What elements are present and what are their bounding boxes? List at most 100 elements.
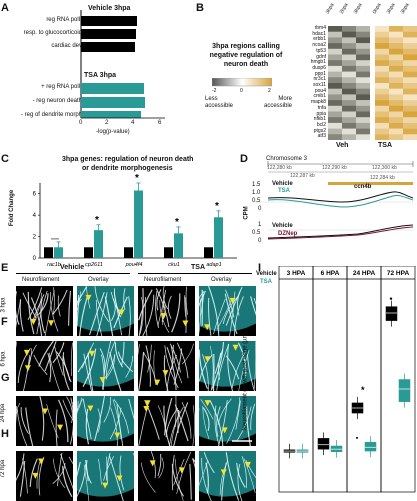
box-tsa [399, 380, 410, 402]
bar-veh-2 [81, 29, 136, 39]
panel-d-bot-tick-2: 0.5 [252, 230, 260, 236]
neurite [59, 400, 68, 442]
heatmap-cell [328, 37, 342, 43]
heatmap-col-label: 3hpa [326, 3, 336, 15]
heatmap-cell [342, 32, 356, 38]
heatmap-cell [356, 112, 370, 118]
heatmap-cell [389, 94, 403, 100]
overlay-image [77, 396, 134, 446]
coord-mid: 122,290 kb [322, 166, 347, 171]
heatmap-cell [403, 129, 417, 135]
heatmap-cell [389, 112, 403, 118]
heatmap-cell [375, 60, 389, 66]
heatmap-cell [389, 77, 403, 83]
heatmap-cell [356, 106, 370, 112]
heatmap-cell [375, 112, 389, 118]
heatmap-cell [342, 89, 356, 95]
gene-label: adap1 [206, 262, 221, 268]
heatmap-cell [403, 83, 417, 89]
heatmap-cell [403, 117, 417, 123]
neurofilament-image [16, 341, 73, 391]
tissue-region [77, 286, 134, 332]
neurite [34, 355, 47, 375]
heatmap-cell [356, 129, 370, 135]
significance-star: * [215, 201, 219, 212]
heatmap-cell [356, 43, 370, 49]
panel-c-title-1: 3hpa genes: regulation of neuron death [62, 156, 193, 163]
panel-b-title: 3hpa regions calling negative regulation… [198, 42, 294, 69]
panel-a-term-3: cardiac dev [51, 43, 82, 49]
neurite [177, 343, 188, 378]
panel-d-tick-4: 0 [258, 206, 261, 212]
heatmap-cell [328, 32, 342, 38]
heatmap-cell [328, 94, 342, 100]
neurite [41, 299, 45, 333]
panel-label-e: E [1, 262, 8, 274]
neurite [141, 463, 155, 493]
overlay-image [77, 341, 134, 391]
heatmap-cell [403, 123, 417, 129]
heatmap-cell [356, 37, 370, 43]
row-label-24hpa: 24 hpa [0, 404, 6, 422]
panel-a-term-6: - reg of dendrite morph [21, 112, 82, 118]
heatmap-cell [356, 89, 370, 95]
outlier-point [390, 297, 392, 299]
neurite [193, 458, 195, 489]
neurite [20, 299, 23, 331]
heatmap-cell [403, 77, 417, 83]
heatmap-cell [375, 55, 389, 61]
gene-label: rac1b [47, 262, 61, 268]
coord-right: 122,300 kb [372, 166, 397, 171]
significance-star: * [135, 173, 139, 184]
significance-star: * [175, 217, 179, 228]
heatmap-cell [375, 26, 389, 32]
panel-d-tick-1: 1.5 [252, 182, 260, 188]
panel-label-g: G [1, 372, 10, 384]
heatmap-cell [342, 123, 356, 129]
neurite [182, 344, 193, 364]
neurofilament-image [16, 286, 73, 336]
heatmap-cell [356, 55, 370, 61]
heatmap-cell [389, 66, 403, 72]
neurite [63, 356, 71, 382]
col-neuro-tsa: Neurofilament [144, 277, 181, 283]
tsa-header-line [138, 273, 252, 274]
panel-a-tick-6: 6 [158, 120, 161, 126]
heatmap-cell [389, 117, 403, 123]
overlay-image [77, 451, 134, 501]
neurofilament-image [138, 451, 195, 501]
arrowhead-marker [24, 350, 30, 356]
gene-label: pou4f4 [125, 262, 143, 268]
heatmap-cell [328, 89, 342, 95]
panel-label-h: H [1, 428, 9, 440]
arrowhead-marker [48, 320, 54, 326]
panel-d-tracks [248, 158, 417, 248]
heatmap-cell [356, 117, 370, 123]
heatmap-cell [375, 32, 389, 38]
gene-label: cku1 [168, 262, 180, 268]
panel-label-d: D [240, 153, 248, 165]
bar-tsa-2 [81, 97, 145, 108]
heatmap-cell [403, 106, 417, 112]
heatmap-cell [356, 72, 370, 78]
heatmap-cell [389, 26, 403, 32]
micro-tsa-header: TSA [191, 264, 205, 271]
arrowhead-marker [57, 425, 63, 431]
heatmap-cell [403, 134, 417, 140]
heatmap-cell [375, 83, 389, 89]
neurite [16, 291, 19, 324]
heatmap-cell [375, 49, 389, 55]
neurite [63, 400, 73, 425]
heatmap-cell [342, 94, 356, 100]
heatmap-col-label: 0hpa [373, 3, 383, 15]
track-tsa-top [268, 195, 413, 207]
heatmap-cell [328, 129, 342, 135]
heatmap-col-label: 2hpa [340, 3, 350, 15]
facet-header: 72 HPA [387, 270, 410, 277]
heatmap-cell [375, 72, 389, 78]
heatmap-cell [342, 72, 356, 78]
panel-a-tick-2: 2 [105, 120, 108, 126]
heatmap-cell [356, 94, 370, 100]
heatmap-cell [328, 117, 342, 123]
heatmap-cell [389, 60, 403, 66]
